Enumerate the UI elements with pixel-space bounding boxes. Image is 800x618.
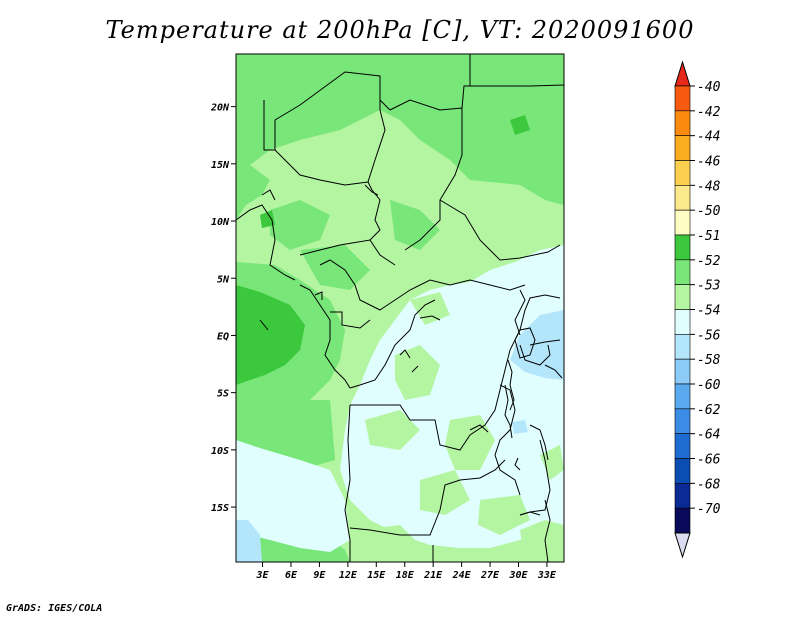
legend-swatch bbox=[674, 160, 691, 186]
legend-swatch bbox=[674, 483, 691, 509]
legend-label: -42 bbox=[697, 105, 721, 120]
legend-swatch bbox=[674, 309, 691, 335]
lon-label: 9E bbox=[313, 570, 326, 581]
legend-label: -50 bbox=[697, 204, 721, 219]
legend-swatch bbox=[674, 185, 691, 211]
lat-label: EQ bbox=[217, 331, 229, 342]
legend-label: -68 bbox=[697, 477, 721, 492]
lon-label: 24E bbox=[452, 570, 472, 581]
color-legend: -40 -42 -44 -46 -48 -50 -51 -52 -53 -54 -56 -58 -60 -… bbox=[674, 60, 721, 559]
legend-label: -52 bbox=[697, 254, 721, 269]
lat-label: 15S bbox=[211, 503, 229, 514]
lon-label: 15E bbox=[367, 570, 386, 581]
legend-swatch bbox=[674, 507, 691, 534]
legend-label: -64 bbox=[697, 428, 720, 443]
legend-bottom-arrow bbox=[674, 532, 691, 559]
lon-label: 27E bbox=[480, 570, 500, 581]
lon-label: 33E bbox=[537, 570, 557, 581]
legend-label: -62 bbox=[697, 403, 721, 418]
legend-swatch bbox=[674, 209, 691, 236]
region-coast-hot bbox=[236, 285, 305, 385]
lat-label: 5S bbox=[217, 389, 229, 400]
legend-swatch bbox=[674, 458, 691, 484]
legend-label: -66 bbox=[697, 453, 721, 468]
lon-label: 30E bbox=[508, 570, 528, 581]
lon-label: 12E bbox=[339, 570, 358, 581]
legend-label: -51 bbox=[697, 229, 720, 244]
legend-swatch bbox=[674, 408, 691, 434]
legend-label: -40 bbox=[697, 80, 721, 95]
region-east-cool bbox=[340, 245, 564, 548]
legend-swatch bbox=[674, 433, 691, 459]
legend-swatch bbox=[674, 334, 691, 360]
legend-label: -56 bbox=[697, 328, 721, 343]
legend-swatch bbox=[674, 110, 691, 136]
map-frame bbox=[235, 53, 565, 563]
lon-label: 6E bbox=[285, 570, 298, 581]
latitude-axis: 20N 15N 10N 5N EQ 5S 10S 15S bbox=[210, 103, 236, 514]
grads-credit: GrADS: IGES/COLA bbox=[6, 603, 103, 614]
lat-label: 15N bbox=[211, 160, 230, 171]
legend-swatch bbox=[674, 259, 691, 285]
water-bodies bbox=[314, 184, 551, 516]
region-east-cold bbox=[510, 310, 564, 380]
lat-label: 10S bbox=[211, 446, 229, 457]
legend-label: -58 bbox=[697, 353, 721, 368]
legend-label: -46 bbox=[697, 155, 721, 170]
lon-label: 21E bbox=[423, 570, 443, 581]
country-borders bbox=[236, 54, 564, 562]
longitude-axis: 3E 6E 9E 12E 15E 18E 21E 24E 27E 30E 33E bbox=[256, 562, 557, 581]
legend-swatch bbox=[674, 284, 691, 310]
legend-swatch bbox=[674, 358, 691, 385]
legend-label: -53 bbox=[697, 279, 720, 294]
legend-top-arrow bbox=[674, 60, 691, 87]
lon-label: 3E bbox=[256, 570, 270, 581]
lon-label: 18E bbox=[396, 570, 415, 581]
legend-swatch bbox=[674, 383, 691, 410]
legend-swatch bbox=[674, 135, 691, 161]
lat-label: 5N bbox=[217, 274, 230, 285]
map-title: Temperature at 200hPa [C], VT: 202009160… bbox=[105, 16, 695, 44]
temperature-fill bbox=[236, 54, 564, 562]
legend-label: -60 bbox=[697, 378, 721, 393]
legend-label: -70 bbox=[697, 502, 721, 517]
lat-label: 20N bbox=[210, 103, 230, 114]
legend-label: -54 bbox=[697, 304, 720, 319]
legend-label: -44 bbox=[697, 130, 720, 145]
legend-swatch bbox=[674, 85, 691, 112]
legend-swatch bbox=[674, 234, 691, 261]
legend-label: -48 bbox=[697, 179, 721, 194]
lat-label: 10N bbox=[211, 217, 230, 228]
